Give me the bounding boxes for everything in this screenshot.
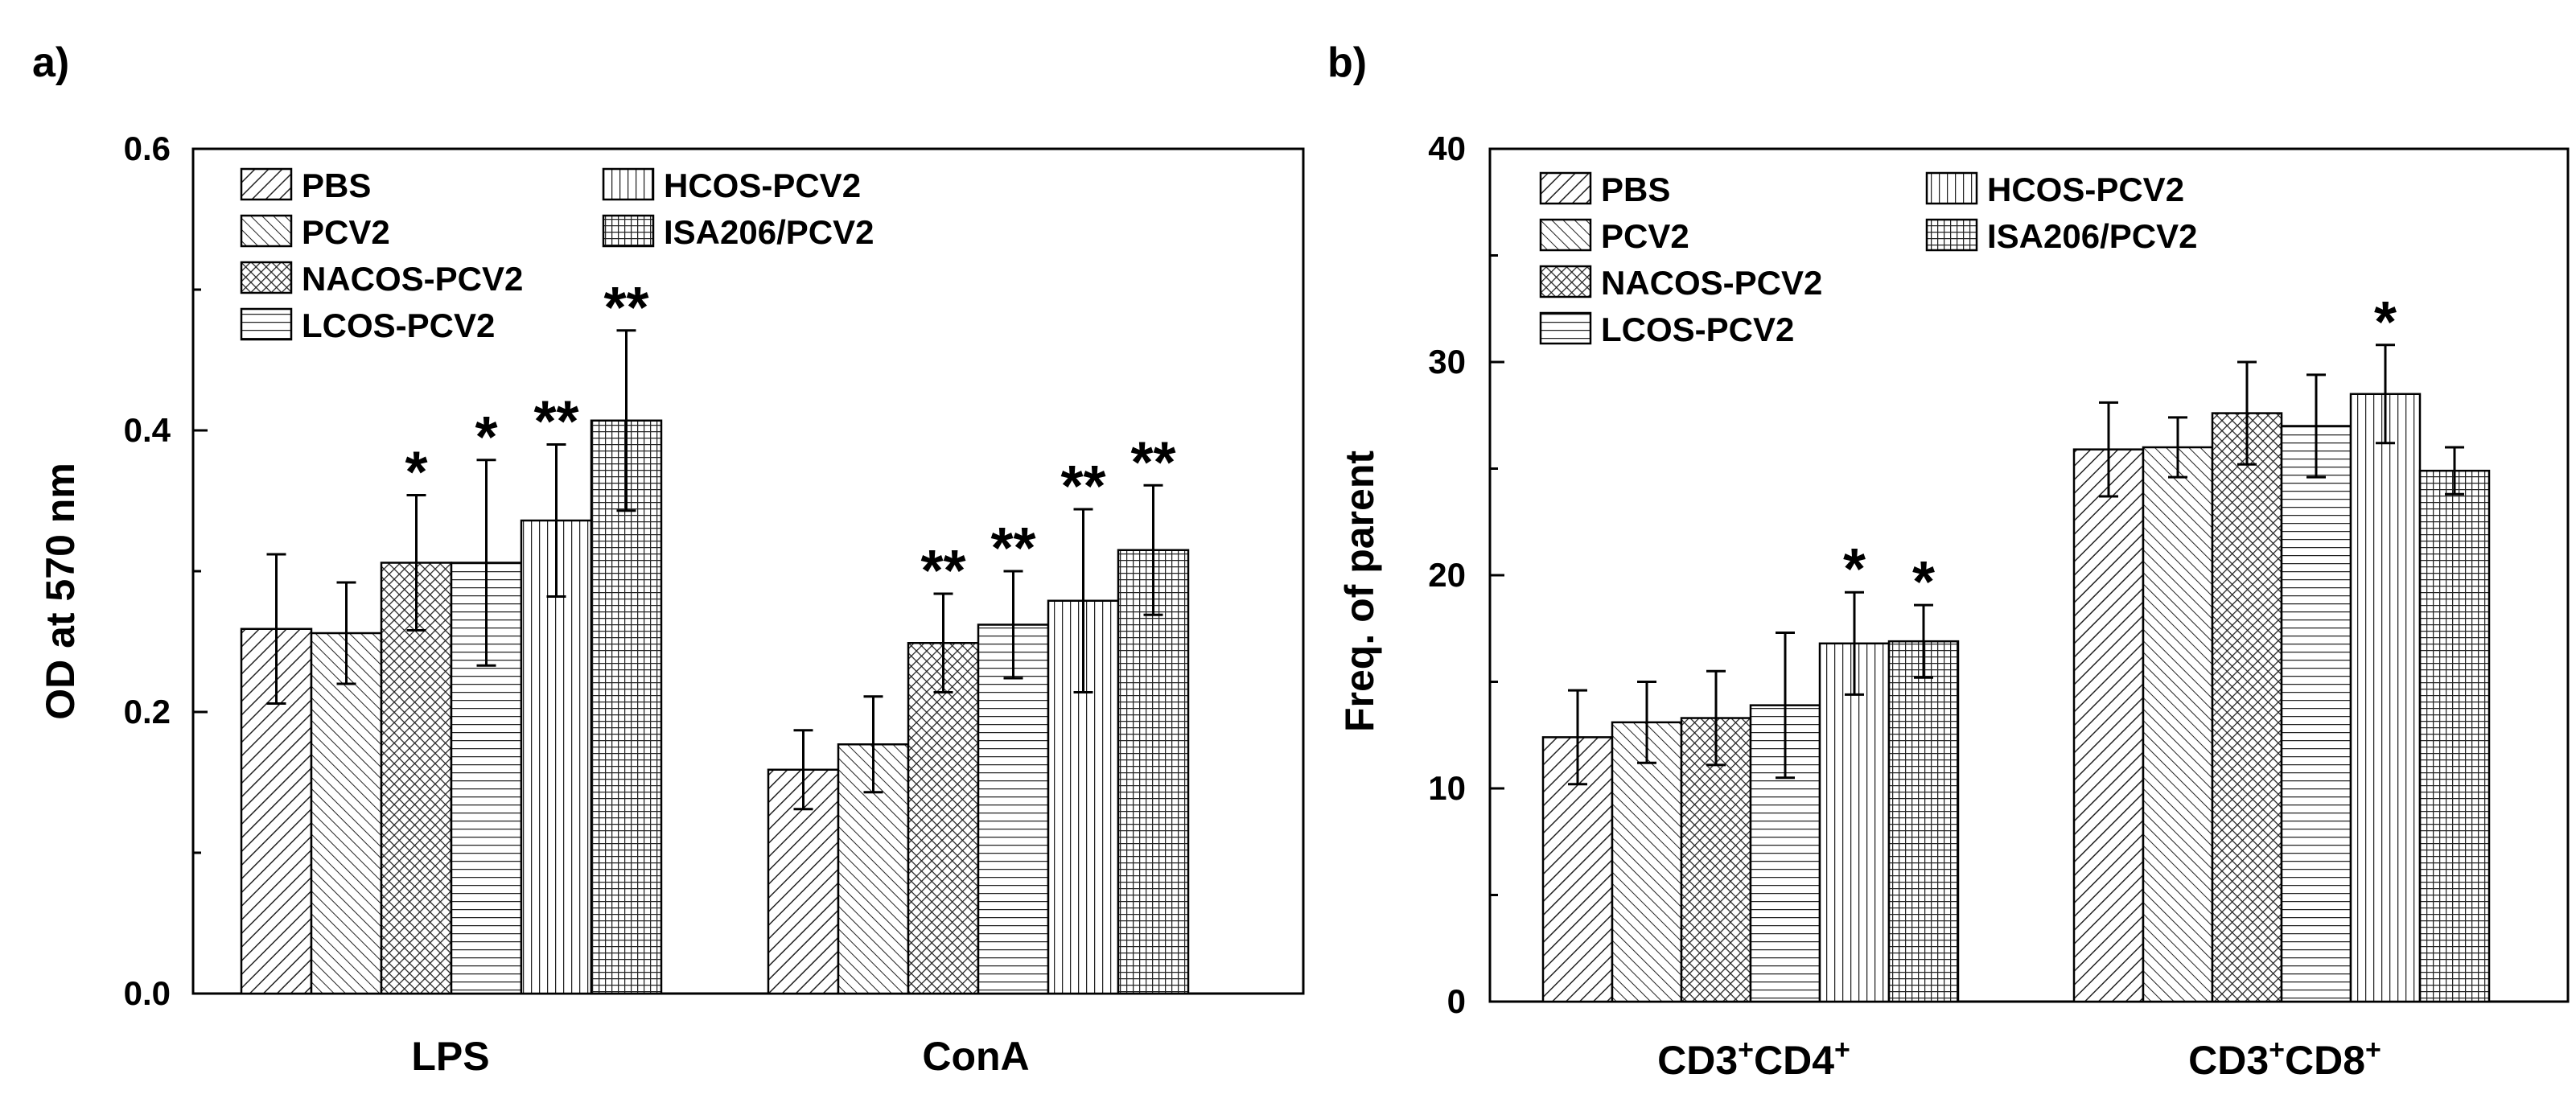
y-axis-title-a: OD at 570 nm bbox=[38, 463, 83, 720]
legend-label-lcos: LCOS-PCV2 bbox=[1601, 311, 1794, 348]
bars-a: ** ****** **** ** bbox=[240, 276, 1190, 995]
y-tick-label: 10 bbox=[1428, 769, 1466, 807]
bar bbox=[310, 632, 383, 995]
category-label-cd8: CD3+CD8+ bbox=[2188, 1035, 2381, 1083]
legend-swatch-isa bbox=[1925, 218, 1978, 252]
bar bbox=[1117, 549, 1190, 995]
y-tick-label: 0.6 bbox=[124, 130, 171, 167]
legend-label-isa: ISA206/PCV2 bbox=[664, 213, 874, 251]
y-tick-label: 40 bbox=[1428, 130, 1466, 167]
significance-mark: ** bbox=[603, 276, 648, 340]
legend-a: PBS PCV2 NACOS-PCV2 LCOS-PCV2 HCOS-PCV2 … bbox=[240, 167, 874, 344]
bar bbox=[2211, 412, 2283, 1003]
panel-label-b: b) bbox=[1327, 39, 1367, 86]
legend-swatch-lcos bbox=[240, 307, 293, 341]
legend-label-hcos: HCOS-PCV2 bbox=[664, 167, 861, 204]
bar bbox=[907, 642, 980, 995]
legend-label-hcos: HCOS-PCV2 bbox=[1987, 171, 2184, 208]
bar bbox=[2280, 425, 2352, 1003]
legend-swatch-hcos bbox=[602, 167, 655, 201]
y-tick-label: 0.0 bbox=[124, 974, 171, 1012]
bar bbox=[977, 623, 1050, 995]
legend-label-nacos: NACOS-PCV2 bbox=[302, 260, 523, 298]
significance-mark: ** bbox=[990, 516, 1035, 581]
y-tick-label: 20 bbox=[1428, 556, 1466, 594]
significance-mark: * bbox=[405, 441, 427, 505]
legend-swatch-nacos bbox=[1539, 265, 1592, 298]
panel-label-a: a) bbox=[32, 39, 69, 86]
legend-label-pbs: PBS bbox=[1601, 171, 1670, 208]
bar bbox=[2418, 469, 2491, 1003]
legend-label-lcos: LCOS-PCV2 bbox=[302, 307, 495, 344]
legend-swatch-pcv2 bbox=[1539, 218, 1592, 252]
bars-b: * * * bbox=[1541, 290, 2491, 1003]
significance-mark: * bbox=[475, 405, 497, 470]
bar bbox=[1887, 640, 1960, 1003]
legend-label-pcv2: PCV2 bbox=[302, 213, 390, 251]
significance-mark: ** bbox=[920, 539, 965, 603]
category-label-cd4: CD3+CD4+ bbox=[1657, 1035, 1850, 1083]
y-tick-label: 30 bbox=[1428, 343, 1466, 381]
bar bbox=[1611, 721, 1683, 1003]
y-ticks-a: 0.0 0.2 0.4 0.6 bbox=[124, 130, 208, 1012]
bar bbox=[2349, 393, 2422, 1003]
category-label-lps: LPS bbox=[411, 1034, 489, 1079]
legend-b: PBS PCV2 NACOS-PCV2 LCOS-PCV2 HCOS-PCV2 … bbox=[1539, 171, 2197, 348]
y-tick-label: 0.4 bbox=[124, 411, 171, 449]
panel-b: b) Freq. of parent * * * 0 10 20 30 40 CD3+CD4… bbox=[1327, 39, 2570, 1083]
legend-label-pbs: PBS bbox=[302, 167, 371, 204]
significance-mark: * bbox=[1843, 537, 1866, 602]
significance-mark: ** bbox=[1060, 455, 1105, 519]
significance-mark: ** bbox=[1130, 430, 1175, 495]
y-axis-title-b: Freq. of parent bbox=[1337, 451, 1382, 732]
bar bbox=[590, 419, 663, 995]
significance-mark: * bbox=[1912, 550, 1935, 615]
legend-label-pcv2: PCV2 bbox=[1601, 217, 1689, 255]
bar bbox=[2072, 448, 2145, 1003]
y-tick-label: 0 bbox=[1447, 982, 1466, 1020]
legend-swatch-pcv2 bbox=[240, 214, 293, 248]
category-label-cona: ConA bbox=[922, 1034, 1029, 1079]
legend-swatch-lcos bbox=[1539, 311, 1592, 345]
bar bbox=[1818, 642, 1891, 1003]
legend-label-isa: ISA206/PCV2 bbox=[1987, 217, 2197, 255]
bar bbox=[380, 562, 453, 995]
legend-swatch-isa bbox=[602, 214, 655, 248]
significance-mark: * bbox=[2374, 290, 2397, 355]
legend-swatch-pbs bbox=[240, 167, 293, 201]
bar bbox=[520, 519, 593, 995]
significance-mark: ** bbox=[533, 390, 578, 455]
y-tick-label: 0.2 bbox=[124, 693, 171, 730]
panel-a: a) OD at 570 nm ** ****** **** ** 0.00.20.4… bbox=[32, 39, 1305, 1079]
legend-swatch-hcos bbox=[1925, 171, 1978, 205]
y-ticks-b: 0 10 20 30 40 bbox=[1428, 130, 1504, 1020]
legend-label-nacos: NACOS-PCV2 bbox=[1601, 264, 1822, 302]
legend-swatch-nacos bbox=[240, 261, 293, 294]
legend-swatch-pbs bbox=[1539, 171, 1592, 205]
bar bbox=[2142, 446, 2214, 1003]
